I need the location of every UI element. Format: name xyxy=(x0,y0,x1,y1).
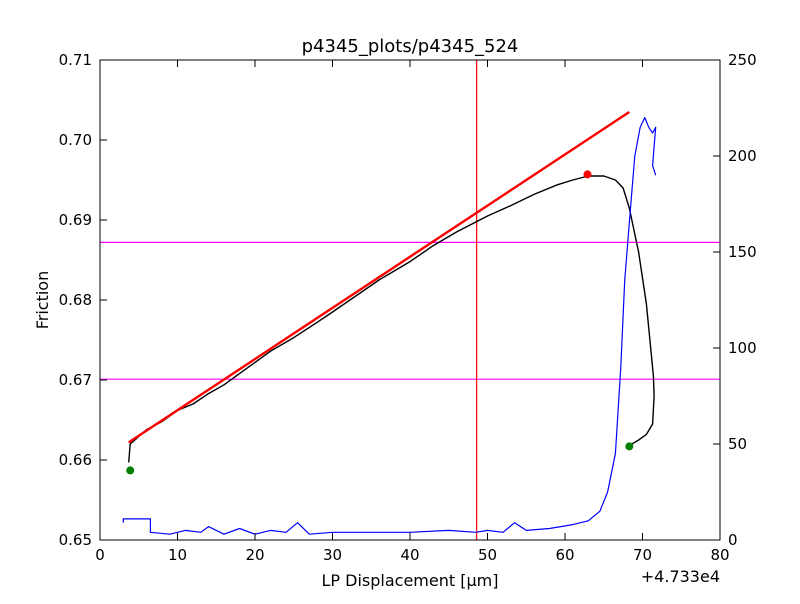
data-marker-3 xyxy=(583,170,592,179)
x-offset-label: +4.733e4 xyxy=(641,567,720,586)
x-axis-label: LP Displacement [μm] xyxy=(322,571,499,590)
x-tick-label: 60 xyxy=(555,546,574,564)
friction-series-line xyxy=(128,175,655,463)
x-tick-label: 0 xyxy=(95,546,105,564)
y-tick-label: 0.66 xyxy=(59,451,92,469)
y-tick-label: 0.69 xyxy=(59,211,92,229)
linear-fit-line xyxy=(128,110,630,444)
y-tick-label: 0.67 xyxy=(59,371,92,389)
y2-tick-label: 50 xyxy=(728,435,747,453)
x-tick-label: 30 xyxy=(323,546,342,564)
data-marker-2 xyxy=(625,442,634,451)
y-axis-label: Friction xyxy=(33,271,52,330)
y-tick-label: 0.65 xyxy=(59,531,92,549)
y-tick-label: 0.70 xyxy=(59,131,92,149)
plot-layer: 0 10 20 30 40 50 60 70 80 0.65 0.66 0.67 0.68 0.69 0.7… xyxy=(59,51,757,564)
x-tick-label: 80 xyxy=(710,546,729,564)
x-tick-label: 40 xyxy=(400,546,419,564)
y-tick-label: 0.71 xyxy=(59,51,92,69)
y-tick-label: 0.68 xyxy=(59,291,92,309)
x-tick-label: 10 xyxy=(168,546,187,564)
plot-frame xyxy=(99,59,721,541)
chart-title: p4345_plots/p4345_524 xyxy=(302,36,519,57)
y2-tick-label: 100 xyxy=(728,339,757,357)
y2-tick-label: 250 xyxy=(728,51,757,69)
secondary-axis-series-line xyxy=(122,116,657,535)
x-tick-label: 50 xyxy=(478,546,497,564)
y2-tick-label: 150 xyxy=(728,243,757,261)
x-tick-label: 70 xyxy=(633,546,652,564)
y2-tick-label: 0 xyxy=(728,531,738,549)
data-marker-1 xyxy=(126,466,135,475)
y2-tick-label: 200 xyxy=(728,147,757,165)
x-tick-label: 20 xyxy=(245,546,264,564)
